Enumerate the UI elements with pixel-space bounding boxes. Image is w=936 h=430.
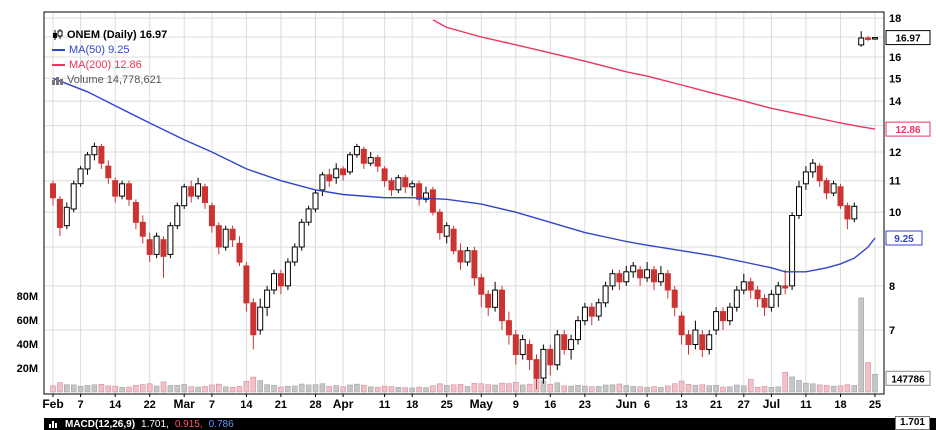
svg-text:14: 14 bbox=[240, 399, 253, 411]
moving-average-lines bbox=[52, 19, 876, 273]
macd-value-1: 1.701, bbox=[141, 418, 169, 430]
chart-legend: ONEM (Daily) 16.97 MA(50) 9.25 MA(200) 1… bbox=[52, 27, 167, 87]
svg-text:27: 27 bbox=[738, 399, 750, 411]
candlestick-icon bbox=[52, 28, 63, 41]
svg-text:25: 25 bbox=[869, 399, 881, 411]
svg-text:18: 18 bbox=[834, 399, 846, 411]
svg-text:11: 11 bbox=[379, 399, 391, 411]
legend-symbol-row: ONEM (Daily) 16.97 bbox=[52, 27, 167, 42]
svg-text:80M: 80M bbox=[17, 291, 38, 303]
svg-text:23: 23 bbox=[579, 399, 591, 411]
macd-value-3: 0.786 bbox=[208, 418, 234, 430]
svg-text:16: 16 bbox=[544, 399, 556, 411]
gridlines bbox=[44, 12, 884, 394]
svg-text:13: 13 bbox=[675, 399, 687, 411]
svg-text:Feb: Feb bbox=[42, 397, 63, 411]
svg-text:28: 28 bbox=[309, 399, 321, 411]
svg-text:22: 22 bbox=[144, 399, 156, 411]
svg-text:18: 18 bbox=[406, 399, 418, 411]
svg-text:21: 21 bbox=[710, 399, 722, 411]
macd-label: MACD(12,26,9) bbox=[65, 418, 136, 430]
macd-value-2: 0.915, bbox=[174, 418, 203, 430]
svg-text:7: 7 bbox=[209, 399, 215, 411]
legend-volume-row: Volume 14,778,621 bbox=[52, 72, 167, 87]
volume-bars-layer bbox=[50, 297, 878, 393]
svg-text:18: 18 bbox=[889, 13, 901, 25]
svg-text:147786: 147786 bbox=[891, 374, 925, 385]
svg-text:May: May bbox=[470, 397, 494, 411]
symbol-label: ONEM (Daily) 16.97 bbox=[67, 28, 168, 41]
ma50-label: MA(50) 9.25 bbox=[69, 43, 130, 56]
svg-text:16.97: 16.97 bbox=[895, 34, 920, 45]
svg-text:9.25: 9.25 bbox=[894, 234, 914, 245]
macd-strip: MACD(12,26,9) 1.701, 0.915, 0.786 1.701 bbox=[44, 416, 936, 430]
svg-text:14: 14 bbox=[889, 96, 902, 108]
svg-text:Apr: Apr bbox=[333, 397, 354, 411]
svg-text:6: 6 bbox=[644, 399, 650, 411]
svg-text:16: 16 bbox=[889, 52, 901, 64]
svg-text:15: 15 bbox=[889, 73, 901, 85]
svg-text:20M: 20M bbox=[17, 363, 38, 375]
svg-text:60M: 60M bbox=[17, 315, 38, 327]
svg-text:8: 8 bbox=[889, 281, 895, 293]
ma50-line-swatch bbox=[52, 48, 65, 51]
svg-text:11: 11 bbox=[800, 399, 812, 411]
svg-text:21: 21 bbox=[275, 399, 287, 411]
svg-text:7: 7 bbox=[889, 325, 895, 337]
svg-text:25: 25 bbox=[441, 399, 453, 411]
volume-bars-icon bbox=[52, 75, 63, 85]
macd-value-box: 1.701 bbox=[894, 416, 930, 430]
svg-text:10: 10 bbox=[889, 207, 901, 219]
legend-ma50-row: MA(50) 9.25 bbox=[52, 42, 167, 57]
svg-text:Jun: Jun bbox=[616, 397, 637, 411]
svg-text:9: 9 bbox=[513, 399, 519, 411]
legend-ma200-row: MA(200) 12.86 bbox=[52, 57, 167, 72]
svg-text:40M: 40M bbox=[17, 339, 38, 351]
svg-text:14: 14 bbox=[109, 399, 122, 411]
svg-text:11: 11 bbox=[889, 176, 901, 188]
ma200-line-swatch bbox=[52, 63, 65, 66]
svg-text:12: 12 bbox=[889, 147, 901, 159]
volume-label: Volume 14,778,621 bbox=[67, 73, 162, 86]
axes-and-labels: 18 16 15 14 13 12 11 10 8 7 80M 60M 40M 20M Feb 7 14 22 Ma… bbox=[17, 11, 931, 411]
svg-text:7: 7 bbox=[78, 399, 84, 411]
svg-text:12.86: 12.86 bbox=[895, 125, 920, 136]
ma200-label: MA(200) 12.86 bbox=[69, 58, 142, 71]
candlesticks-layer bbox=[50, 31, 878, 390]
svg-text:Jul: Jul bbox=[763, 397, 780, 411]
svg-text:Mar: Mar bbox=[174, 397, 196, 411]
histogram-icon bbox=[49, 420, 59, 428]
